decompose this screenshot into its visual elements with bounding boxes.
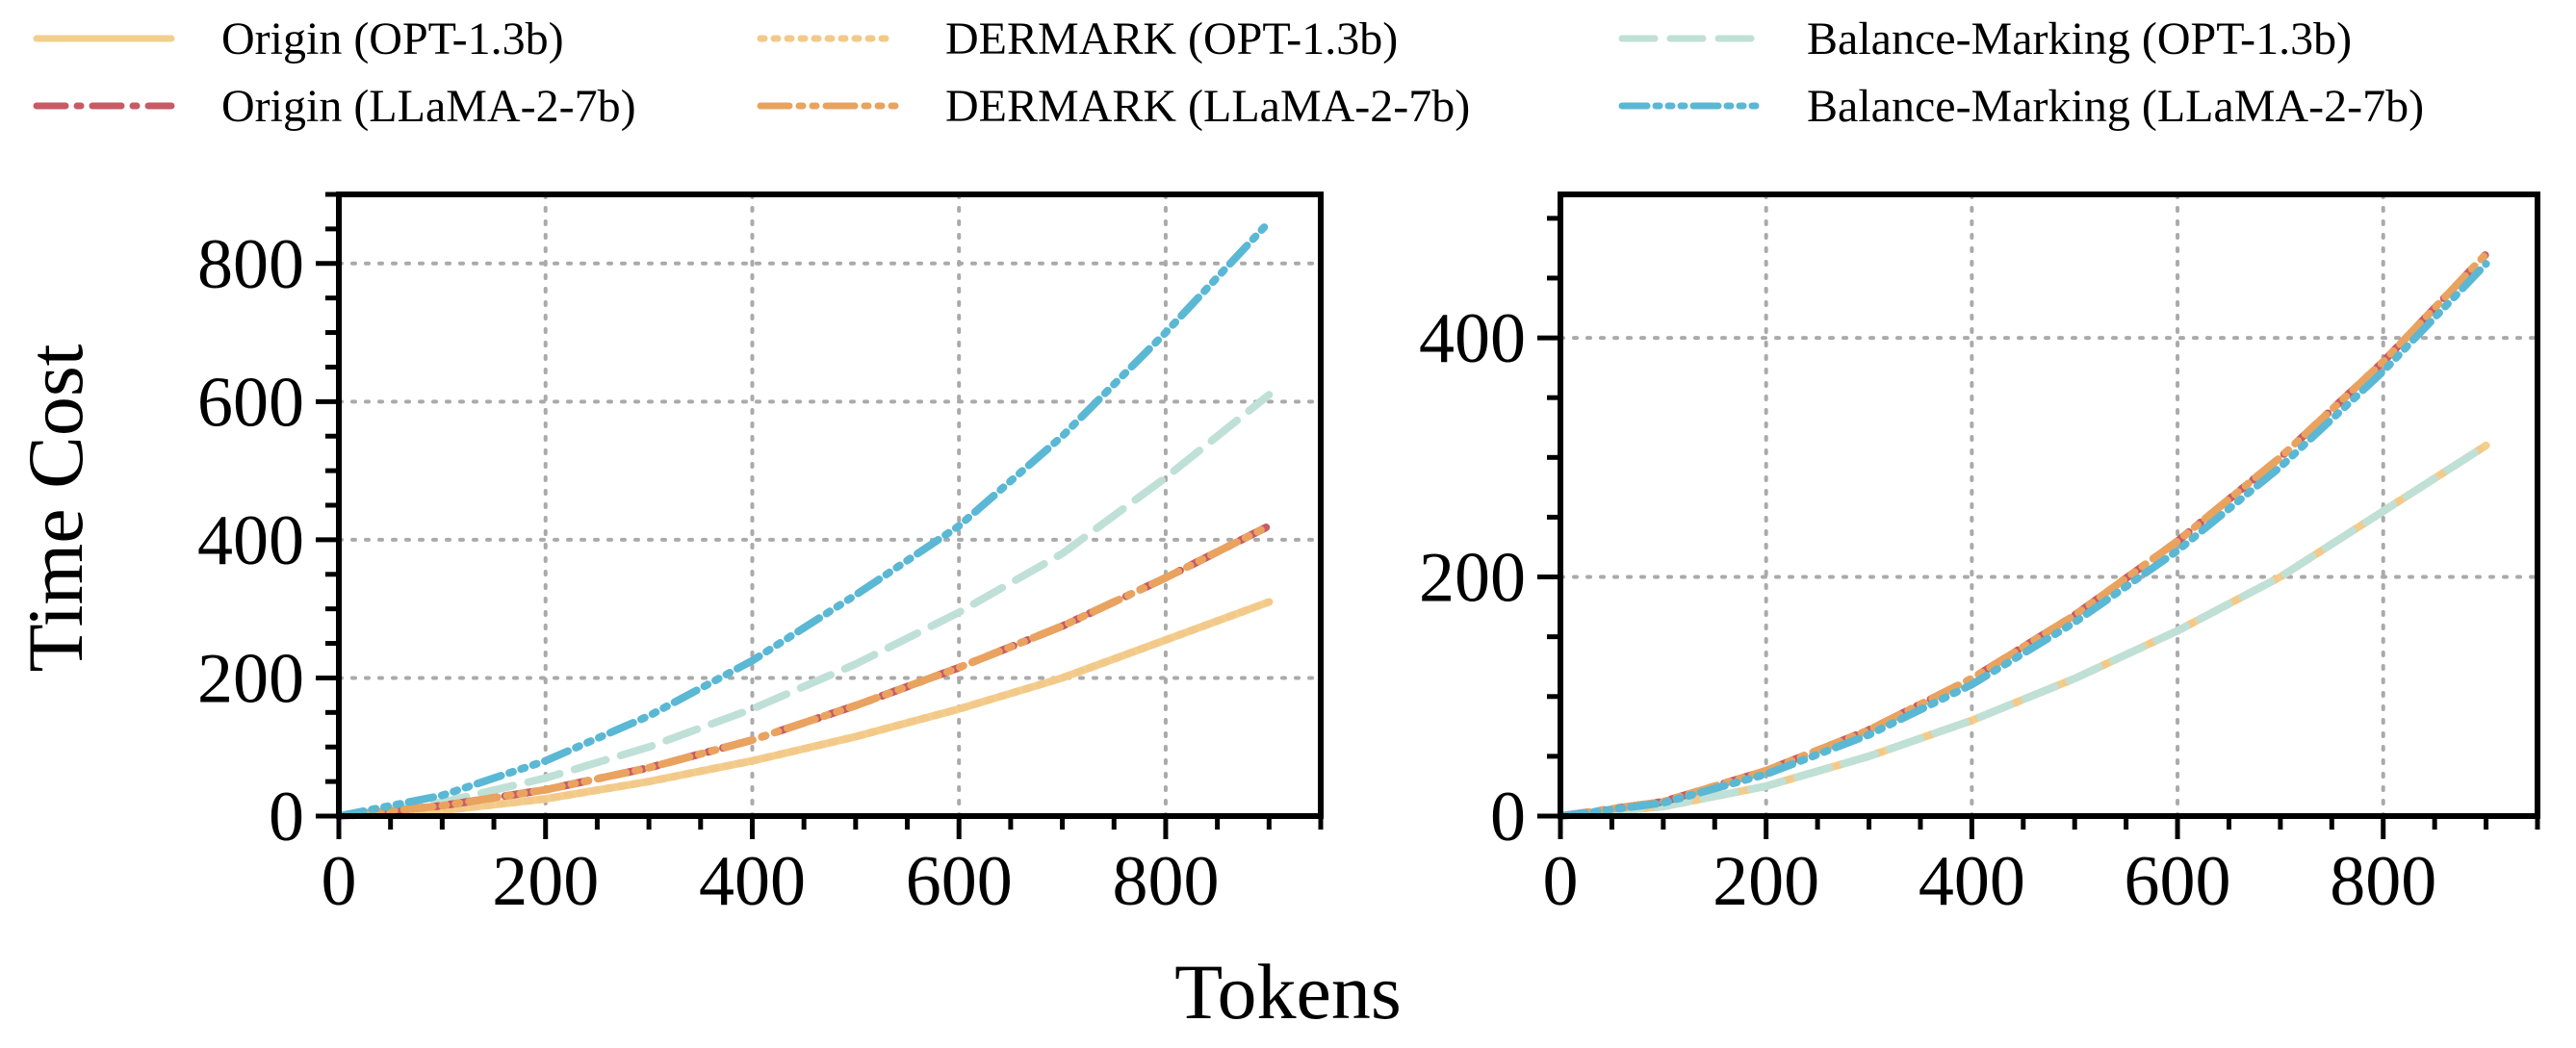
legend-label-origin_opt: Origin (OPT-1.3b) bbox=[221, 13, 564, 64]
legend: Origin (OPT-1.3b) Origin (LLaMA-2-7b) DERM… bbox=[33, 13, 2424, 132]
x-tick-label: 800 bbox=[1112, 842, 1219, 921]
x-tick-label: 200 bbox=[1713, 842, 1819, 921]
legend-label-balance_llama: Balance-Marking (LLaMA-2-7b) bbox=[1807, 81, 2424, 132]
series-line-balance_opt bbox=[1557, 441, 2490, 820]
legend-item-origin_opt: Origin (OPT-1.3b) bbox=[33, 13, 564, 64]
x-tick-label: 400 bbox=[699, 842, 806, 921]
y-tick-label: 0 bbox=[1490, 778, 1526, 856]
series-line-origin_llama bbox=[335, 522, 1274, 820]
y-tick-label: 600 bbox=[197, 363, 304, 442]
legend-label-balance_opt: Balance-Marking (OPT-1.3b) bbox=[1807, 13, 2352, 64]
plot-frame bbox=[1558, 192, 2540, 819]
y-tick-label: 400 bbox=[1419, 299, 1526, 378]
legend-label-origin_llama: Origin (LLaMA-2-7b) bbox=[221, 81, 636, 132]
y-axis-title: Time Cost bbox=[12, 344, 99, 672]
series-line-origin_opt bbox=[1557, 441, 2490, 820]
legend-item-balance_llama: Balance-Marking (LLaMA-2-7b) bbox=[1618, 81, 2424, 132]
y-tick-label: 200 bbox=[1419, 539, 1526, 618]
y-tick-label: 200 bbox=[197, 639, 304, 718]
chart-right: 0 200 400 600 800 0 200 400 bbox=[1419, 192, 2540, 921]
series-line-dermark_llama bbox=[335, 522, 1274, 820]
x-tick-label: 800 bbox=[2330, 842, 2436, 921]
legend-item-balance_opt: Balance-Marking (OPT-1.3b) bbox=[1618, 13, 2352, 64]
series-line-dermark_opt bbox=[1557, 441, 2490, 820]
x-tick-label: 0 bbox=[1543, 842, 1579, 921]
plot-frame bbox=[336, 192, 1324, 819]
y-tick-label: 400 bbox=[197, 501, 304, 580]
series-line-balance_llama bbox=[335, 217, 1274, 820]
x-tick-label: 200 bbox=[492, 842, 599, 921]
y-tick-label: 800 bbox=[197, 225, 304, 304]
x-tick-label: 400 bbox=[1919, 842, 2025, 921]
series-line-dermark_opt bbox=[335, 598, 1274, 820]
x-axis-title: Tokens bbox=[1174, 948, 1402, 1035]
series-line-balance_llama bbox=[1557, 260, 2490, 820]
x-tick-label: 600 bbox=[2125, 842, 2231, 921]
x-tick-label: 600 bbox=[906, 842, 1013, 921]
y-tick-label: 0 bbox=[269, 778, 304, 856]
legend-item-origin_llama: Origin (LLaMA-2-7b) bbox=[33, 81, 636, 132]
legend-label-dermark_llama: DERMARK (LLaMA-2-7b) bbox=[945, 81, 1470, 132]
x-tick-label: 0 bbox=[322, 842, 357, 921]
series-line-balance_opt bbox=[335, 391, 1274, 820]
chart-left: 0 200 400 600 800 0 200 400 600 800 bbox=[197, 192, 1324, 921]
legend-item-dermark_opt: DERMARK (OPT-1.3b) bbox=[757, 13, 1398, 64]
legend-label-dermark_opt: DERMARK (OPT-1.3b) bbox=[945, 13, 1398, 64]
legend-item-dermark_llama: DERMARK (LLaMA-2-7b) bbox=[757, 81, 1470, 132]
